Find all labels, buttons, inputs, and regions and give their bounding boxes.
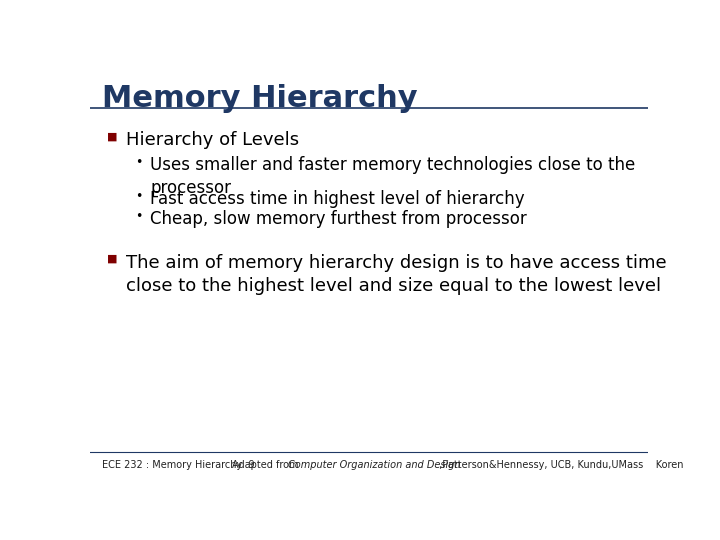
Text: ECE 232 : Memory Hierarchy  9: ECE 232 : Memory Hierarchy 9 (102, 460, 255, 470)
Text: Memory Hierarchy: Memory Hierarchy (102, 84, 418, 113)
Text: Cheap, slow memory furthest from processor: Cheap, slow memory furthest from process… (150, 210, 527, 228)
Text: •: • (135, 156, 142, 169)
Text: ■: ■ (107, 131, 117, 141)
Text: •: • (135, 210, 142, 224)
Text: Computer Organization and Design: Computer Organization and Design (288, 460, 461, 470)
Text: ,Patterson&Hennessy, UCB, Kundu,UMass    Koren: ,Patterson&Hennessy, UCB, Kundu,UMass Ko… (436, 460, 683, 470)
Text: The aim of memory hierarchy design is to have access time
close to the highest l: The aim of memory hierarchy design is to… (126, 254, 667, 295)
Text: ■: ■ (107, 254, 117, 264)
Text: Adapted from: Adapted from (233, 460, 302, 470)
Text: Fast access time in highest level of hierarchy: Fast access time in highest level of hie… (150, 190, 525, 207)
Text: •: • (135, 190, 142, 202)
Text: Uses smaller and faster memory technologies close to the
processor: Uses smaller and faster memory technolog… (150, 156, 636, 197)
Text: Hierarchy of Levels: Hierarchy of Levels (126, 131, 300, 150)
